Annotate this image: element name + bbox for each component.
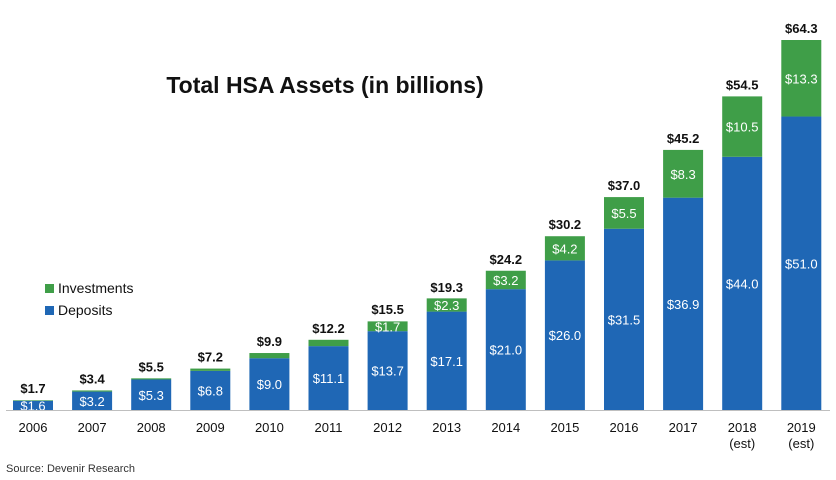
bar-deposits-5 [308,346,349,410]
legend-label-deposits: Deposits [58,302,112,318]
bar-investments-2 [131,378,172,380]
data-label-deposits-13: $51.0 [785,256,818,271]
data-label-investments-10: $5.5 [611,206,636,221]
bar-deposits-0 [13,400,53,410]
x-tick-label-9: 2015 [550,420,579,435]
data-label-deposits-7: $17.1 [430,354,463,369]
bar-deposits-10 [604,228,644,410]
data-label-investments-12: $10.5 [726,120,759,135]
bar-deposits-1 [72,391,113,410]
data-label-investments-11: $8.3 [670,167,695,182]
total-label-7: $19.3 [430,280,463,295]
legend-label-investments: Investments [58,280,133,296]
bar-investments-4 [249,353,290,359]
bar-investments-13 [781,40,822,117]
bar-deposits-12 [722,156,763,410]
total-label-2: $5.5 [139,359,164,374]
bar-investments-5 [308,339,349,347]
data-label-investments-7: $2.3 [434,298,459,313]
x-tick-label-4: 2010 [255,420,284,435]
total-label-1: $3.4 [79,371,105,386]
total-label-12: $54.5 [726,77,759,92]
bar-investments-0 [13,400,53,401]
data-label-deposits-8: $21.0 [490,343,523,358]
data-label-deposits-2: $5.3 [139,388,164,403]
x-tick-label-5: 2011 [315,420,343,435]
bar-investments-1 [72,390,113,392]
data-label-deposits-3: $6.8 [198,383,223,398]
bar-investments-11 [663,149,704,198]
data-label-deposits-11: $36.9 [667,297,700,312]
bars-group: $1.6 $1.7 $3.2 $3.4 $5.3 $5.5 $6.8 $7.2 $9.0 $9.9… [13,21,822,413]
source-note: Source: Devenir Research [6,463,135,475]
bar-investments-3 [190,368,231,371]
bar-investments-7 [426,298,467,312]
total-label-11: $45.2 [667,131,700,146]
legend: Investments Deposits [45,280,133,318]
data-label-investments-9: $4.2 [552,241,577,256]
data-label-deposits-0: $1.6 [20,398,45,413]
x-tick-label-1: 2007 [78,420,107,435]
bar-investments-6 [367,321,408,332]
x-tick-label-3: 2009 [196,420,225,435]
chart-title: Total HSA Assets (in billions) [166,72,483,98]
bar-investments-12 [722,96,763,157]
total-label-8: $24.2 [490,252,523,267]
data-label-deposits-5: $11.1 [313,371,345,386]
data-label-investments-6: $1.7 [375,319,400,334]
data-label-deposits-1: $3.2 [79,394,104,409]
data-label-deposits-6: $13.7 [371,364,404,379]
x-tick-label-7: 2013 [432,420,461,435]
x-tick-label-11: 2017 [669,420,698,435]
x-axis-ticks: 2006 2007 2008 2009 2010 2011 2012 2013 2014 2015… [19,420,816,451]
data-label-deposits-12: $44.0 [726,276,759,291]
total-label-0: $1.7 [20,381,45,396]
legend-swatch-deposits [45,306,54,315]
bar-investments-9 [544,236,585,261]
data-label-deposits-10: $31.5 [608,312,641,327]
bar-deposits-6 [367,331,408,410]
bar-deposits-3 [190,370,231,410]
legend-swatch-investments [45,284,54,293]
x-tick-label-6: 2012 [373,420,402,435]
x-tick-label-8: 2014 [491,420,520,435]
bar-investments-10 [604,197,644,229]
total-label-10: $37.0 [608,178,641,193]
total-label-5: $12.2 [312,321,345,336]
bar-deposits-2 [131,379,172,410]
total-label-6: $15.5 [371,302,404,317]
total-label-9: $30.2 [549,217,582,232]
bar-deposits-8 [485,289,526,410]
bar-deposits-11 [663,197,704,410]
bar-deposits-13 [781,116,822,410]
bar-deposits-4 [249,358,290,410]
x-tick-label-13: 2019 (est) [787,420,816,451]
x-tick-label-12: 2018 (est) [728,420,757,451]
bar-deposits-7 [426,311,467,410]
data-label-investments-13: $13.3 [785,71,818,86]
x-tick-label-0: 2006 [19,420,48,435]
data-label-investments-8: $3.2 [493,273,518,288]
bar-investments-8 [485,270,526,290]
total-label-4: $9.9 [257,334,282,349]
data-label-deposits-9: $26.0 [549,328,582,343]
bar-deposits-9 [544,260,585,410]
x-tick-label-2: 2008 [137,420,166,435]
data-label-deposits-4: $9.0 [257,377,282,392]
x-tick-label-10: 2016 [610,420,639,435]
total-label-3: $7.2 [198,350,223,365]
total-label-13: $64.3 [785,21,818,36]
